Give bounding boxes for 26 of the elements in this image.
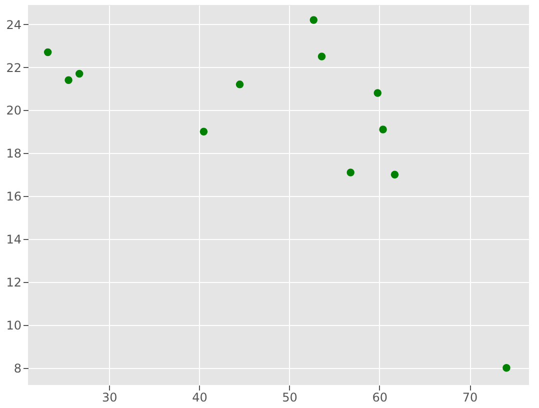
point — [236, 80, 244, 88]
x-tick-label: 70 — [462, 390, 478, 404]
y-tick-label: 20 — [6, 104, 22, 118]
y-tick-label: 16 — [6, 190, 22, 204]
x-tick-label: 40 — [192, 390, 208, 404]
x-tick-label: 30 — [102, 390, 118, 404]
point — [310, 16, 318, 24]
x-tick-label: 60 — [372, 390, 388, 404]
y-tick-label: 22 — [6, 60, 22, 75]
point — [374, 89, 382, 97]
point — [390, 170, 399, 178]
y-tick-label: 14 — [6, 232, 22, 247]
y-tick-label: 10 — [6, 318, 22, 332]
y-tick-label: 8 — [14, 361, 22, 376]
point — [44, 48, 52, 56]
x-tick-label: 50 — [282, 390, 298, 404]
y-tick-label: 12 — [6, 275, 22, 290]
point — [502, 364, 510, 372]
y-tick-label: 18 — [6, 146, 22, 161]
point — [75, 70, 84, 78]
point — [379, 126, 387, 134]
point — [318, 52, 326, 60]
point — [346, 168, 354, 176]
y-tick-label: 24 — [6, 18, 22, 32]
point — [200, 128, 208, 136]
point — [64, 76, 72, 84]
